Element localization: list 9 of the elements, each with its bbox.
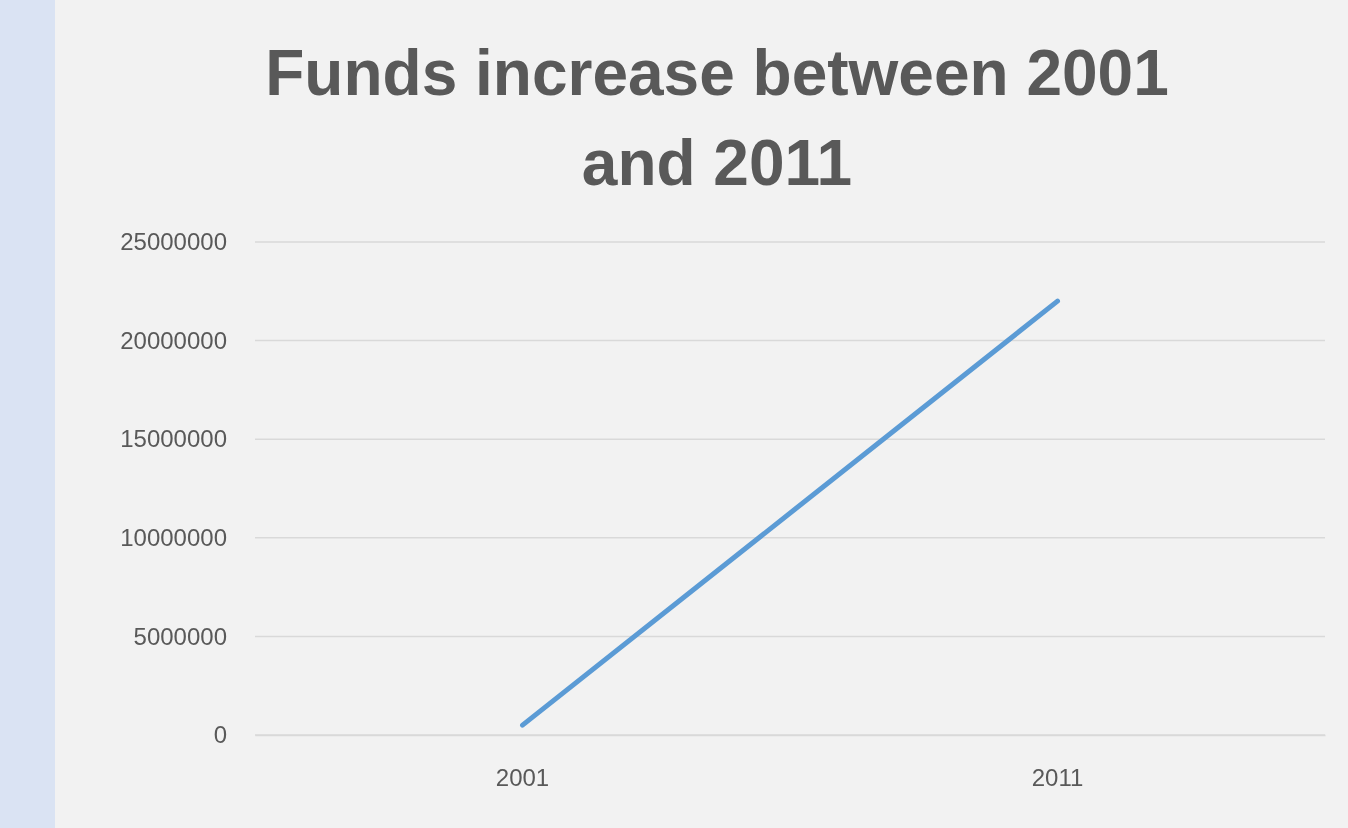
y-tick-label: 20000000 (120, 326, 227, 354)
y-tick-label: 25000000 (120, 228, 227, 256)
y-tick-label: 10000000 (120, 523, 227, 551)
chart-title: Funds increase between 2001 and 2011 (265, 37, 1169, 199)
y-tick-label: 5000000 (133, 622, 227, 650)
y-tick-label: 15000000 (120, 425, 227, 453)
x-tick-label: 2011 (1031, 764, 1084, 792)
x-tick-label: 2001 (495, 764, 550, 792)
y-tick-label: 0 (213, 721, 227, 749)
